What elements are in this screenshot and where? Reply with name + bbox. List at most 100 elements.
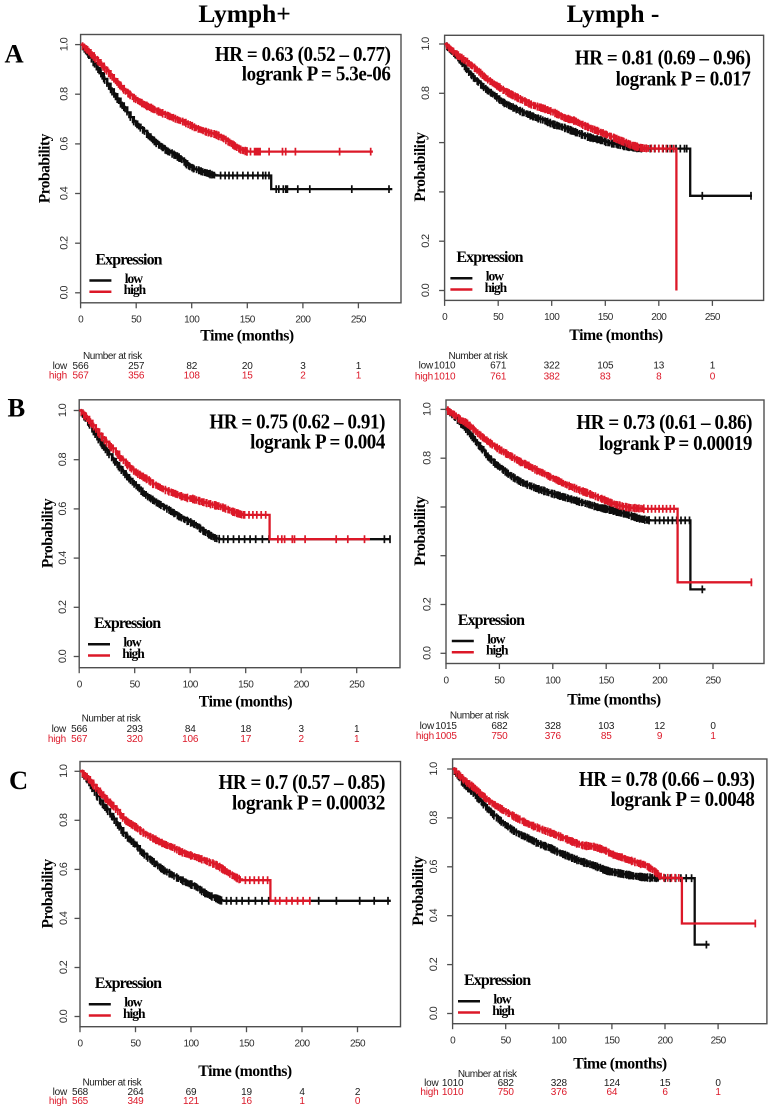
svg-text:0: 0: [77, 680, 83, 691]
svg-text:Time (months): Time (months): [199, 694, 293, 711]
svg-text:Lymph+: Lymph+: [198, 0, 291, 28]
svg-text:1.0: 1.0: [420, 37, 432, 51]
svg-text:565: 565: [72, 1096, 89, 1107]
svg-text:Number at risk: Number at risk: [458, 1069, 518, 1080]
svg-text:64: 64: [607, 1087, 618, 1098]
svg-text:566: 566: [71, 724, 88, 735]
svg-text:0.2: 0.2: [428, 957, 440, 971]
svg-text:50: 50: [131, 315, 142, 326]
svg-text:250: 250: [711, 1036, 727, 1047]
svg-text:0.6: 0.6: [57, 502, 69, 516]
svg-text:1: 1: [299, 1096, 305, 1107]
svg-text:85: 85: [601, 731, 612, 742]
svg-text:logrank P = 0.0048: logrank P = 0.0048: [611, 788, 755, 811]
svg-text:124: 124: [604, 1078, 621, 1089]
svg-text:250: 250: [350, 1039, 366, 1050]
svg-text:Number at risk: Number at risk: [83, 351, 143, 362]
svg-text:Time (months): Time (months): [573, 1056, 667, 1073]
svg-text:1.0: 1.0: [59, 37, 71, 51]
svg-text:Expression: Expression: [95, 975, 162, 992]
svg-text:1010: 1010: [434, 371, 456, 382]
svg-text:high: high: [124, 282, 147, 297]
svg-text:1.0: 1.0: [428, 762, 440, 776]
svg-text:100: 100: [545, 675, 561, 686]
svg-text:high: high: [122, 646, 145, 661]
svg-text:high: high: [486, 643, 509, 658]
svg-text:low: low: [424, 1078, 439, 1089]
svg-text:Probability: Probability: [412, 496, 429, 566]
svg-text:50: 50: [130, 1039, 141, 1050]
svg-text:high: high: [420, 1087, 438, 1098]
svg-text:567: 567: [73, 371, 90, 382]
svg-text:low: low: [123, 635, 142, 650]
svg-text:12: 12: [654, 721, 665, 732]
svg-text:high: high: [49, 1096, 67, 1107]
svg-text:0: 0: [442, 312, 448, 323]
svg-text:Expression: Expression: [94, 615, 161, 632]
svg-text:0.0: 0.0: [422, 646, 434, 660]
svg-text:logrank P = 0.00032: logrank P = 0.00032: [232, 792, 385, 815]
svg-text:A: A: [5, 39, 24, 69]
svg-text:0.4: 0.4: [58, 911, 70, 925]
svg-text:0.8: 0.8: [428, 811, 440, 825]
svg-text:568: 568: [72, 1087, 89, 1098]
svg-text:100: 100: [183, 680, 199, 691]
svg-text:200: 200: [294, 1039, 310, 1050]
svg-text:200: 200: [651, 312, 667, 323]
svg-text:200: 200: [657, 1036, 673, 1047]
svg-text:low: low: [487, 631, 506, 646]
svg-text:Number at risk: Number at risk: [82, 714, 142, 725]
svg-text:0.2: 0.2: [420, 234, 432, 248]
svg-text:0.8: 0.8: [58, 813, 70, 827]
svg-text:257: 257: [128, 361, 145, 372]
svg-text:250: 250: [705, 675, 721, 686]
svg-text:0.0: 0.0: [420, 283, 432, 297]
svg-text:low: low: [53, 1087, 68, 1098]
svg-text:0.4: 0.4: [428, 909, 440, 923]
svg-text:low: low: [125, 271, 144, 286]
svg-text:0.2: 0.2: [58, 960, 70, 974]
svg-text:1.0: 1.0: [57, 403, 69, 417]
svg-text:Time (months): Time (months): [198, 1063, 292, 1080]
svg-text:100: 100: [551, 1036, 567, 1047]
svg-text:0: 0: [443, 675, 449, 686]
svg-text:low: low: [486, 269, 505, 284]
svg-text:Lymph -: Lymph -: [567, 0, 660, 28]
svg-text:Probability: Probability: [412, 132, 429, 202]
svg-text:200: 200: [652, 675, 668, 686]
svg-text:B: B: [8, 393, 26, 423]
svg-text:293: 293: [127, 724, 144, 735]
svg-text:HR = 0.63 (0.52 – 0.77): HR = 0.63 (0.52 – 0.77): [215, 43, 391, 66]
svg-text:0: 0: [715, 1078, 721, 1089]
svg-text:low: low: [419, 361, 434, 372]
svg-text:Probability: Probability: [36, 133, 53, 203]
svg-text:69: 69: [186, 1087, 197, 1098]
svg-text:low: low: [420, 721, 435, 732]
svg-text:0: 0: [710, 721, 716, 732]
svg-text:121: 121: [183, 1096, 200, 1107]
svg-text:1.0: 1.0: [58, 764, 70, 778]
svg-text:Time (months): Time (months): [569, 327, 663, 344]
svg-text:0: 0: [710, 371, 716, 382]
svg-text:376: 376: [551, 1087, 568, 1098]
svg-text:17: 17: [240, 734, 251, 745]
svg-text:Expression: Expression: [464, 972, 531, 989]
svg-text:9: 9: [657, 731, 663, 742]
svg-text:15: 15: [660, 1078, 671, 1089]
svg-text:0.6: 0.6: [428, 860, 440, 874]
svg-text:0.8: 0.8: [420, 86, 432, 100]
svg-text:150: 150: [598, 312, 614, 323]
svg-text:0.4: 0.4: [57, 551, 69, 565]
svg-text:349: 349: [127, 1096, 144, 1107]
svg-text:0.2: 0.2: [422, 597, 434, 611]
svg-text:Probability: Probability: [40, 859, 57, 929]
svg-text:108: 108: [184, 371, 201, 382]
svg-text:50: 50: [493, 312, 504, 323]
svg-text:Number at risk: Number at risk: [82, 1078, 142, 1089]
svg-text:1010: 1010: [442, 1087, 464, 1098]
svg-text:84: 84: [185, 724, 196, 735]
svg-text:356: 356: [128, 371, 145, 382]
svg-text:high: high: [48, 734, 66, 745]
svg-text:82: 82: [186, 361, 197, 372]
svg-text:200: 200: [294, 680, 310, 691]
